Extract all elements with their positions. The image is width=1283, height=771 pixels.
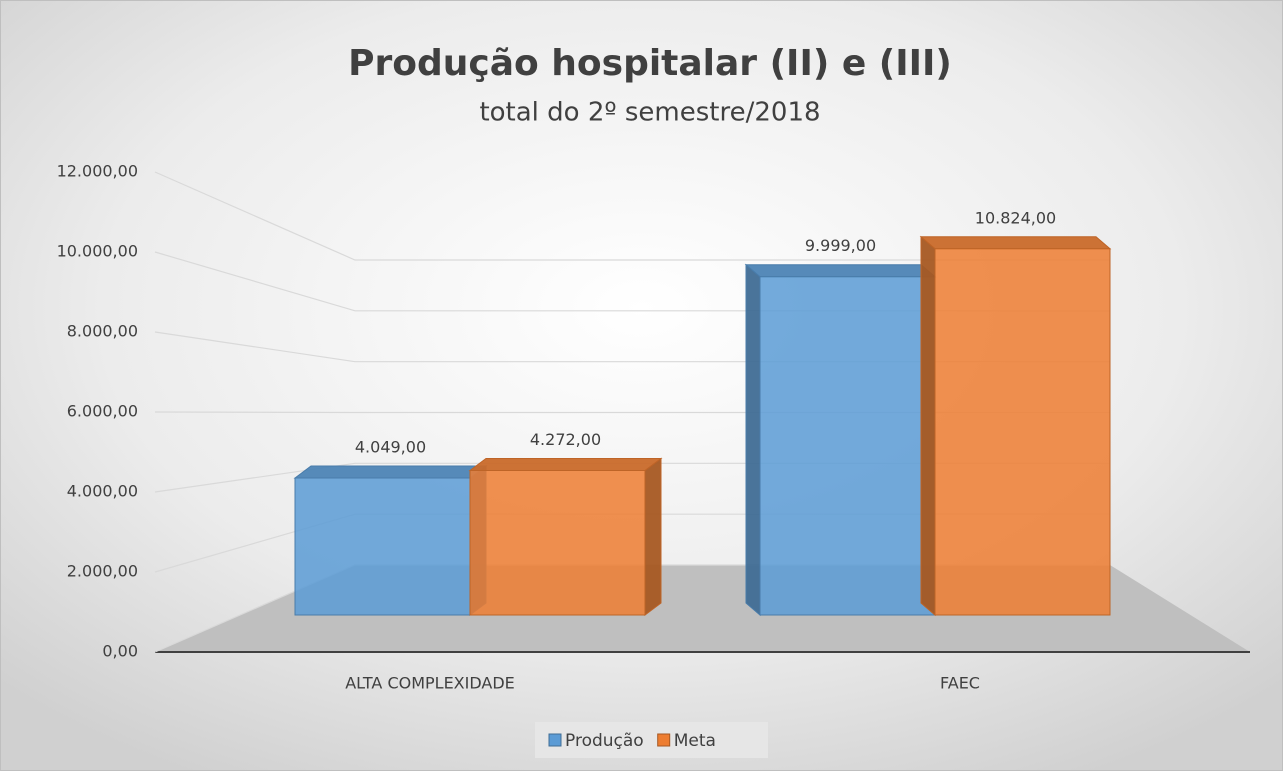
bar-front bbox=[934, 248, 1111, 616]
data-label: 10.824,00 bbox=[975, 208, 1056, 227]
data-label: 4.049,00 bbox=[355, 438, 426, 457]
bar-front bbox=[469, 469, 646, 616]
bar bbox=[919, 235, 1112, 617]
data-label: 9.999,00 bbox=[805, 236, 876, 255]
bar bbox=[744, 263, 937, 617]
bar-side bbox=[920, 235, 936, 617]
y-tick-label: 12.000,00 bbox=[57, 162, 138, 181]
x-tick-label: ALTA COMPLEXIDADE bbox=[345, 674, 515, 693]
y-tick-label: 6.000,00 bbox=[67, 402, 138, 421]
bar-top bbox=[468, 457, 663, 471]
x-tick-label: FAEC bbox=[940, 674, 980, 693]
chart-title: Produção hospitalar (II) e (III) bbox=[348, 43, 952, 84]
bar-top bbox=[919, 236, 1112, 250]
bar-side bbox=[745, 263, 761, 617]
bar bbox=[468, 457, 663, 616]
y-tick-label: 4.000,00 bbox=[67, 482, 138, 501]
bar-side bbox=[644, 457, 662, 616]
data-label: 4.272,00 bbox=[530, 430, 601, 449]
bar-front bbox=[294, 477, 471, 616]
bar-top bbox=[744, 264, 937, 278]
y-tick-label: 0,00 bbox=[102, 642, 138, 661]
grid-line bbox=[154, 171, 1110, 261]
y-tick-label: 2.000,00 bbox=[67, 562, 138, 581]
chart-subtitle: total do 2º semestre/2018 bbox=[479, 98, 820, 128]
bar bbox=[293, 465, 488, 616]
legend-label: Produção bbox=[565, 731, 644, 751]
bar-top bbox=[293, 465, 488, 479]
y-tick-label: 10.000,00 bbox=[57, 242, 138, 261]
legend-swatch bbox=[548, 733, 562, 747]
y-tick-label: 8.000,00 bbox=[67, 322, 138, 341]
legend-swatch bbox=[657, 733, 671, 747]
legend-label: Meta bbox=[674, 731, 716, 751]
legend-box bbox=[535, 722, 768, 758]
bar-front bbox=[759, 276, 936, 616]
